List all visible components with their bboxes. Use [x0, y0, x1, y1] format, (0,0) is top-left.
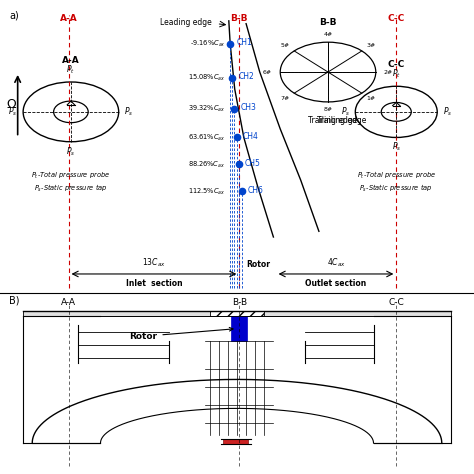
Text: B): B): [9, 295, 20, 305]
Text: CH4: CH4: [243, 132, 258, 140]
Text: 112.5%$C_{ax}$: 112.5%$C_{ax}$: [188, 186, 226, 197]
Text: a): a): [9, 11, 19, 21]
Text: C-C: C-C: [388, 298, 404, 307]
Text: CH2: CH2: [238, 72, 254, 81]
Text: Inlet  section: Inlet section: [126, 279, 182, 288]
Text: $P_s$: $P_s$: [340, 106, 350, 118]
Text: $P_s$: $P_s$: [392, 141, 401, 154]
Text: C-C: C-C: [388, 14, 405, 23]
Text: 63.61%$C_{ax}$: 63.61%$C_{ax}$: [188, 132, 226, 143]
Text: 39.32%$C_{ax}$: 39.32%$C_{ax}$: [188, 104, 226, 114]
Text: Leading edge: Leading edge: [160, 18, 212, 27]
Text: 5#: 5#: [281, 43, 290, 48]
Text: Trailing edge: Trailing edge: [308, 116, 357, 125]
Text: -9.16%$C_{ax}$: -9.16%$C_{ax}$: [190, 38, 226, 49]
Text: $P_s$-Static pressure tap: $P_s$-Static pressure tap: [359, 183, 433, 194]
Text: Outlet section: Outlet section: [305, 279, 366, 288]
Text: $P_t$: $P_t$: [392, 67, 401, 80]
Text: $P_s$: $P_s$: [124, 106, 134, 118]
Text: 6#: 6#: [263, 70, 272, 74]
Text: 3#: 3#: [366, 43, 375, 48]
Text: $P_t$: $P_t$: [66, 63, 75, 76]
Text: Rotor: Rotor: [246, 260, 270, 269]
Text: Rotor: Rotor: [129, 328, 233, 341]
Text: 7#: 7#: [281, 96, 290, 101]
Text: B-B: B-B: [319, 18, 337, 27]
Text: $\Omega$: $\Omega$: [6, 98, 18, 111]
Text: 8#: 8#: [323, 108, 333, 112]
Bar: [231, 316, 247, 341]
Text: CH3: CH3: [240, 103, 256, 112]
Text: 2#: 2#: [384, 70, 393, 74]
Text: A-A: A-A: [62, 56, 80, 65]
Text: $P_t$-Total pressure probe: $P_t$-Total pressure probe: [31, 170, 110, 182]
Text: $13C_{ax}$: $13C_{ax}$: [142, 256, 166, 269]
Text: B-B: B-B: [232, 298, 247, 307]
Text: $P_s$: $P_s$: [66, 145, 75, 158]
Text: $P_t$-Total pressure probe: $P_t$-Total pressure probe: [357, 170, 436, 182]
Text: 15.08%$C_{ax}$: 15.08%$C_{ax}$: [188, 73, 226, 83]
Text: A-A: A-A: [61, 298, 76, 307]
Text: C-C: C-C: [388, 60, 405, 69]
Text: B-B: B-B: [230, 14, 248, 23]
Bar: [210, 310, 264, 316]
Text: A-A: A-A: [60, 14, 78, 23]
Text: Trailing edge: Trailing edge: [317, 116, 366, 125]
Text: CH1: CH1: [237, 38, 252, 46]
Text: CH5: CH5: [245, 159, 261, 167]
Text: CH6: CH6: [247, 186, 264, 194]
Text: 88.26%$C_{ax}$: 88.26%$C_{ax}$: [189, 159, 226, 170]
Text: $P_s$: $P_s$: [9, 106, 18, 118]
Text: $P_s$-Static pressure tap: $P_s$-Static pressure tap: [34, 183, 108, 194]
Text: 4#: 4#: [323, 32, 333, 36]
Bar: [223, 439, 248, 445]
Text: $4C_{ax}$: $4C_{ax}$: [327, 256, 345, 269]
Text: $P_s$: $P_s$: [443, 106, 452, 118]
Text: 1#: 1#: [366, 96, 375, 101]
